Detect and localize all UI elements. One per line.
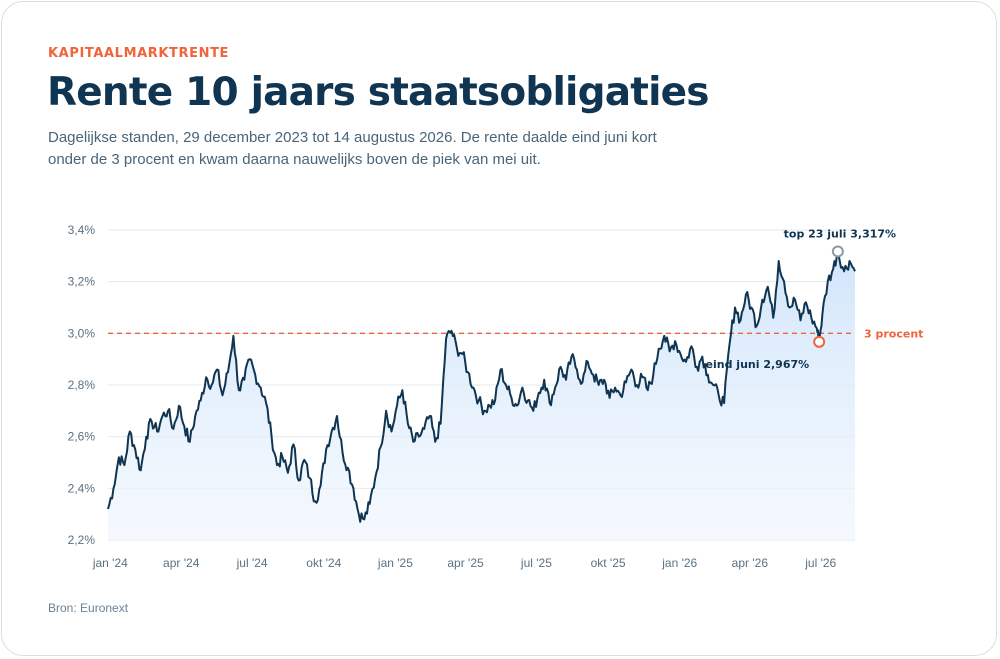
y-tick-label: 3,2% xyxy=(68,275,96,289)
x-tick-label: jul '26 xyxy=(804,556,836,570)
y-tick-label: 2,2% xyxy=(68,533,96,547)
x-tick-label: apr '24 xyxy=(163,556,200,570)
source-note: Bron: Euronext xyxy=(48,601,129,615)
x-tick-label: apr '25 xyxy=(447,556,484,570)
x-axis: jan '24 apr '24 jul '24 okt '24 jan '25 apr '… xyxy=(92,556,837,570)
y-tick-label: 2,4% xyxy=(68,481,96,495)
area-fill xyxy=(108,251,855,540)
peak-marker xyxy=(831,245,844,258)
chart-kicker: KAPITAALMARKTRENTE xyxy=(48,46,230,61)
x-tick-label: jul '24 xyxy=(236,556,268,570)
x-tick-label: jan '26 xyxy=(661,556,697,570)
peak-annotation: top 23 juli 3,317% xyxy=(784,227,896,240)
low-annotation: eind juni 2,967% xyxy=(706,358,810,371)
x-tick-label: okt '24 xyxy=(306,556,341,570)
series-line xyxy=(107,250,856,523)
x-tick-label: okt '25 xyxy=(591,556,626,570)
x-tick-label: jul '25 xyxy=(520,556,552,570)
x-tick-label: jan '25 xyxy=(377,556,413,570)
low-marker xyxy=(813,335,826,348)
x-tick-label: apr '26 xyxy=(732,556,769,570)
y-tick-label: 2,8% xyxy=(68,378,96,392)
y-axis: 2,2% 2,4% 2,6% 2,8% 3,0% 3,2% 3,4% xyxy=(68,223,96,547)
chart-title: Rente 10 jaars staatsobligaties xyxy=(47,70,710,115)
y-tick-label: 3,4% xyxy=(68,223,96,237)
reference-label: 3 procent xyxy=(864,327,923,340)
chart-subtitle: Dagelijkse standen, 29 december 2023 tot… xyxy=(48,129,657,168)
x-tick-label: jan '24 xyxy=(92,556,128,570)
y-tick-label: 3,0% xyxy=(68,326,96,340)
y-tick-label: 2,6% xyxy=(68,430,96,444)
